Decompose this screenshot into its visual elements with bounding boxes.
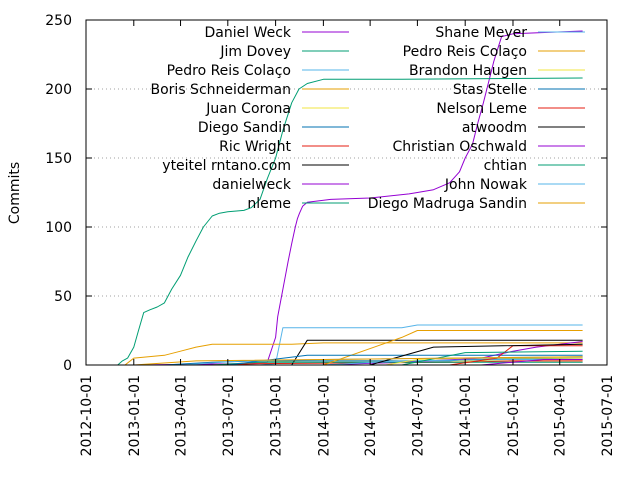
y-tick-label: 50 — [54, 289, 72, 305]
x-tick-label: 2013-07-01 — [221, 375, 237, 456]
legend-label-17: chtian — [484, 158, 527, 174]
x-tick-label: 2015-07-01 — [600, 375, 616, 456]
legend-label-10: Shane Meyer — [435, 25, 527, 41]
series-line-1 — [117, 77, 583, 366]
series-line-0 — [133, 30, 583, 366]
legend-label-9: nleme — [247, 196, 291, 212]
legend-label-3: Boris Schneiderman — [151, 82, 292, 98]
series-line-5 — [164, 357, 583, 366]
series-line-16 — [481, 359, 583, 366]
x-tick-label: 2014-04-01 — [363, 375, 379, 456]
legend-label-15: atwoodm — [462, 120, 527, 136]
x-tick-label: 2015-04-01 — [553, 375, 569, 456]
plot-frame — [85, 19, 608, 366]
legend-label-5: Diego Sandin — [198, 120, 291, 136]
y-tick-label: 200 — [45, 82, 72, 98]
series-line-13 — [227, 354, 583, 366]
series-lines — [117, 30, 583, 366]
x-tick-label: 2014-07-01 — [410, 375, 426, 456]
x-tick-label: 2012-10-01 — [79, 375, 95, 456]
x-tick-label: 2014-01-01 — [316, 375, 332, 456]
legend-label-2: Pedro Reis Colaço — [167, 63, 291, 79]
series-line-12 — [385, 357, 583, 366]
y-tick-label: 100 — [45, 220, 72, 236]
series-line-3 — [124, 342, 583, 366]
x-tick-label: 2014-10-01 — [458, 375, 474, 456]
x-tick-label: 2013-04-01 — [174, 375, 190, 456]
legend-label-6: Ric Wright — [219, 139, 291, 155]
legend-label-12: Brandon Haugen — [409, 63, 527, 79]
x-tick-label: 2013-01-01 — [127, 375, 143, 456]
legend-label-4: Juan Corona — [205, 101, 291, 117]
legend-label-7: yteitel rntano.com — [162, 158, 291, 174]
legend-label-1: Jim Dovey — [219, 44, 291, 60]
y-tick-label: 0 — [63, 358, 72, 374]
legend-label-0: Daniel Weck — [204, 25, 291, 41]
x-tick-label: 2015-01-01 — [506, 375, 522, 456]
x-axis-ticks: 2012-10-01 2013-01-01 2013-04-01 2013-07-01… — [79, 20, 616, 456]
y-axis-ticks: 0 50 100 150 200 250 — [45, 13, 607, 374]
legend-label-13: Stas Stelle — [453, 82, 527, 98]
legend-label-11: Pedro Reis Colaço — [403, 44, 527, 60]
series-line-19 — [133, 356, 583, 366]
legend-label-16: Christian Oschwald — [392, 139, 527, 155]
legend-label-8: danielweck — [212, 177, 291, 193]
x-tick-label: 2013-10-01 — [269, 375, 285, 456]
series-line-11 — [323, 330, 583, 366]
y-axis-label: Commits — [7, 162, 23, 224]
y-tick-label: 250 — [45, 13, 72, 29]
legend: Daniel Weck Jim Dovey Pedro Reis Colaço Bor… — [151, 25, 585, 212]
grid-lines — [86, 88, 607, 297]
y-tick-label: 150 — [45, 151, 72, 167]
legend-label-14: Nelson Leme — [436, 101, 527, 117]
series-line-17 — [401, 350, 583, 366]
legend-label-19: Diego Madruga Sandin — [368, 196, 527, 212]
legend-label-18: John Nowak — [444, 177, 528, 193]
